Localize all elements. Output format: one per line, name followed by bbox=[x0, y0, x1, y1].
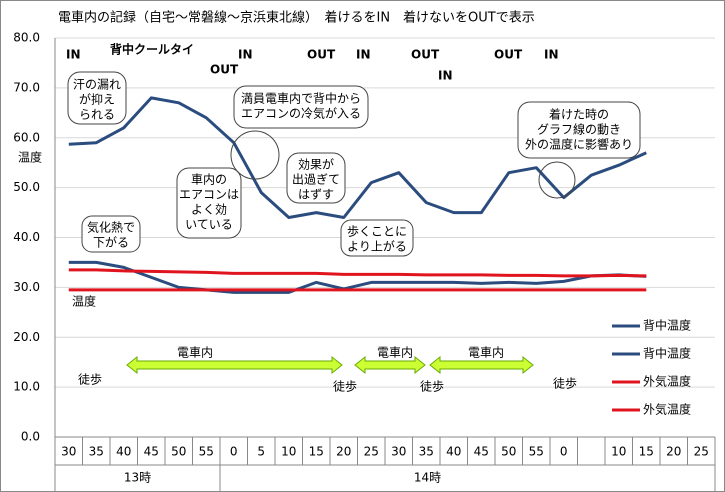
arrow bbox=[354, 355, 426, 375]
y-tick-label: 70.0 bbox=[13, 80, 40, 94]
arrow bbox=[429, 355, 534, 375]
highlight-circle bbox=[538, 161, 576, 199]
annotation: 出過ぎて bbox=[292, 173, 340, 187]
annotation: 歩くことに bbox=[347, 224, 407, 239]
annotation: グラフ線の動き bbox=[537, 122, 621, 137]
legend-label: 背中温度 bbox=[643, 318, 691, 333]
x-tick-label: 40 bbox=[446, 445, 461, 459]
y-tick-label: 40.0 bbox=[13, 230, 40, 244]
x-tick-label: 0 bbox=[230, 445, 238, 459]
x-tick-label: 45 bbox=[144, 445, 159, 459]
callout bbox=[176, 167, 242, 239]
annotation: IN bbox=[356, 48, 371, 62]
annotation: OUT bbox=[411, 48, 440, 62]
arrow bbox=[126, 355, 343, 375]
series-line bbox=[68, 96, 647, 219]
annotation: OUT bbox=[210, 63, 239, 77]
x-tick-label: 40 bbox=[116, 445, 131, 459]
x-tick-label: 50 bbox=[171, 445, 186, 459]
x-tick-label: 5 bbox=[257, 445, 265, 459]
annotation: 汗の漏れ bbox=[73, 78, 121, 92]
callout bbox=[286, 152, 346, 204]
chart-title: 電車内の記録（自宅～常磐線～京浜東北線） 着けるをIN 着けないをOUTで表示 bbox=[58, 10, 535, 26]
annotation: IN bbox=[438, 69, 453, 83]
annotation: 電車内 bbox=[177, 346, 213, 360]
annotation: IN bbox=[66, 48, 81, 62]
annotation: 温度 bbox=[18, 150, 42, 165]
annotation: エアコンは bbox=[179, 188, 239, 202]
annotation: いている bbox=[185, 218, 233, 232]
annotation: 徒歩 bbox=[420, 379, 444, 394]
x-tick-label: 25 bbox=[694, 445, 709, 459]
y-tick-label: 80.0 bbox=[13, 31, 40, 45]
series-line bbox=[68, 260, 647, 294]
annotation: 電車内 bbox=[468, 346, 504, 360]
y-tick-label: 50.0 bbox=[13, 180, 40, 194]
callout bbox=[233, 85, 369, 129]
legend-label: 背中温度 bbox=[643, 346, 691, 361]
annotation: OUT bbox=[494, 48, 523, 62]
x-tick-label: 50 bbox=[501, 445, 516, 459]
y-tick-label: 60.0 bbox=[13, 130, 40, 144]
x-tick-label: 45 bbox=[474, 445, 489, 459]
x-tick-label: 35 bbox=[419, 445, 434, 459]
series-line bbox=[68, 268, 647, 278]
callout-shapes bbox=[67, 71, 641, 375]
x-tick-label: 10 bbox=[611, 445, 626, 459]
annotation: 徒歩 bbox=[78, 372, 102, 387]
annotation: 車内の bbox=[191, 173, 227, 187]
x-tick-label: 55 bbox=[529, 445, 544, 459]
annotation: エアコンの冷気が入る bbox=[241, 106, 361, 121]
annotation: 着けた時の bbox=[549, 107, 609, 122]
highlight-circle bbox=[230, 130, 280, 180]
annotation: 温度 bbox=[72, 294, 96, 309]
x-tick-label: 20 bbox=[336, 445, 351, 459]
annotation: IN bbox=[238, 48, 253, 62]
callout bbox=[67, 71, 127, 125]
annotation: が抑え bbox=[79, 92, 115, 107]
x-tick-label: 30 bbox=[61, 445, 76, 459]
annotation: OUT bbox=[307, 48, 336, 62]
legend-label: 外気温度 bbox=[643, 374, 691, 389]
x-tick-label: 55 bbox=[199, 445, 214, 459]
x-group-label: 13時 bbox=[124, 471, 151, 485]
annotation: より上がる bbox=[347, 239, 407, 254]
callout bbox=[340, 219, 414, 257]
annotation: 外の温度に影響あり bbox=[525, 137, 633, 152]
annotation: 徒歩 bbox=[553, 376, 577, 391]
callout bbox=[81, 215, 141, 253]
y-tick-label: 30.0 bbox=[13, 280, 40, 294]
x-tick-label: 15 bbox=[639, 445, 654, 459]
x-tick-label: 30 bbox=[391, 445, 406, 459]
callout bbox=[517, 101, 641, 159]
annotation: 電車内 bbox=[377, 346, 413, 360]
x-tick-label: 20 bbox=[666, 445, 681, 459]
y-tick-label: 20.0 bbox=[13, 330, 40, 344]
annotation: はずす bbox=[298, 188, 334, 202]
annotation: IN bbox=[544, 48, 559, 62]
x-tick-label: 0 bbox=[560, 445, 568, 459]
annotation: 徒歩 bbox=[333, 379, 357, 394]
legend-label: 外気温度 bbox=[643, 402, 691, 417]
annotation: 効果が bbox=[298, 157, 334, 172]
annotation: 気化熱で bbox=[87, 220, 135, 235]
annotation: 満員電車内で背中から bbox=[241, 91, 361, 106]
y-tick-label: 0.0 bbox=[21, 430, 40, 444]
annotation: られる bbox=[79, 108, 115, 122]
x-tick-label: 35 bbox=[89, 445, 104, 459]
x-tick-label: 10 bbox=[281, 445, 296, 459]
x-tick-label: 15 bbox=[309, 445, 324, 459]
y-tick-label: 10.0 bbox=[13, 380, 40, 394]
annotation: 下がる bbox=[93, 235, 129, 250]
annotation: よく効 bbox=[191, 202, 227, 217]
x-group-label: 14時 bbox=[414, 471, 441, 485]
annotation: 背中クールタイ bbox=[110, 42, 194, 57]
x-tick-label: 25 bbox=[364, 445, 379, 459]
